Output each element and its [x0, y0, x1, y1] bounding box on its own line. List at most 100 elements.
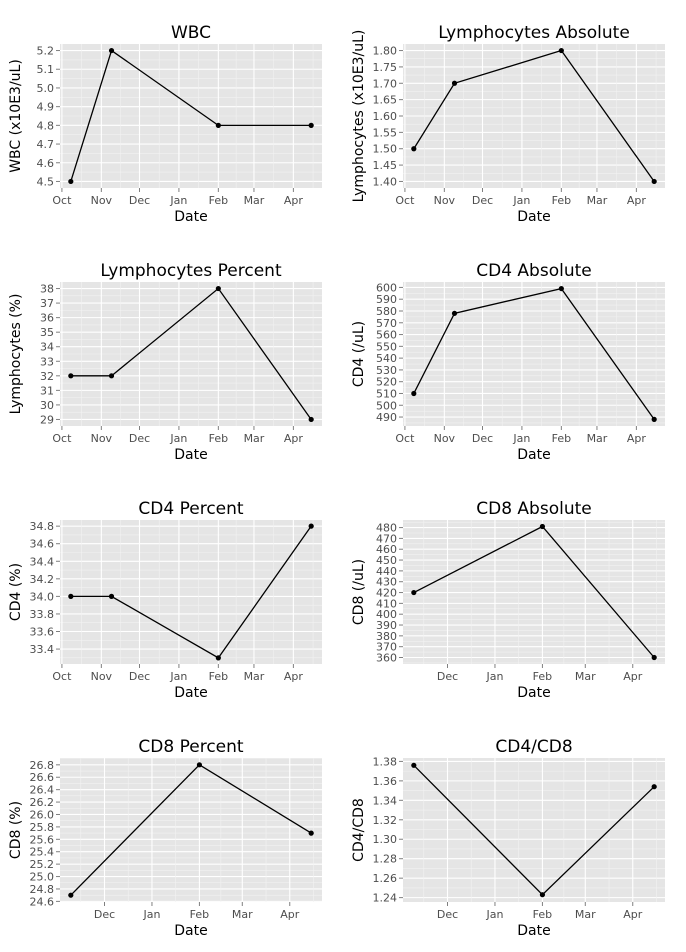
y-tick-label: 4.5	[37, 175, 55, 188]
data-point	[651, 416, 657, 423]
y-tick-label: 4.8	[37, 119, 55, 132]
y-tick-label: 34.0	[30, 590, 55, 603]
x-tick-label: Jan	[485, 908, 503, 921]
data-point	[215, 285, 221, 292]
x-tick-label: Apr	[627, 194, 647, 207]
y-tick-label: 32	[40, 370, 54, 383]
x-tick-label: Nov	[91, 194, 113, 207]
y-tick-label: 33	[40, 355, 54, 368]
series-line	[70, 287, 312, 420]
y-tick-label: 25.0	[30, 871, 55, 884]
x-tick-label: Oct	[52, 194, 72, 207]
data-point	[558, 285, 564, 292]
series-line	[413, 287, 655, 420]
x-tick-label: Apr	[627, 432, 647, 445]
data-point	[215, 122, 221, 128]
x-axis-label: Date	[174, 685, 207, 701]
x-tick-label: Nov	[91, 432, 113, 445]
x-tick-label: Feb	[209, 432, 228, 445]
y-tick-label: 1.32	[373, 814, 398, 827]
x-tick-label: Dec	[472, 194, 493, 207]
y-tick-label: 4.9	[37, 101, 55, 114]
x-tick-label: Jan	[512, 194, 530, 207]
y-tick-label: 480	[376, 522, 397, 535]
plot-background	[60, 758, 322, 902]
x-axis-label: Date	[174, 923, 207, 939]
x-axis-label: Date	[517, 447, 550, 463]
chart-title: CD4 Percent	[138, 499, 243, 519]
data-point	[308, 830, 314, 836]
y-tick-label: 1.28	[373, 853, 398, 866]
x-tick-label: Jan	[169, 670, 187, 683]
x-tick-label: Apr	[623, 908, 643, 921]
y-tick-label: 1.70	[373, 77, 398, 90]
y-tick-label: 34.6	[30, 538, 55, 551]
x-axis-label: Date	[174, 209, 207, 225]
y-tick-label: 600	[376, 281, 397, 294]
series-line	[413, 49, 655, 182]
x-tick-label: Apr	[280, 908, 300, 921]
y-tick-label: 500	[376, 399, 397, 412]
y-tick-label: 1.60	[373, 110, 398, 123]
x-tick-label: Apr	[284, 194, 304, 207]
y-tick-label: 570	[376, 317, 397, 330]
y-tick-label: 36	[40, 312, 54, 325]
data-point	[411, 390, 417, 397]
x-tick-label: Mar	[575, 670, 596, 683]
y-tick-label: 33.8	[30, 608, 55, 621]
y-tick-label: 590	[376, 293, 397, 306]
x-tick-label: Jan	[512, 432, 530, 445]
x-tick-label: Oct	[52, 670, 72, 683]
x-tick-label: Mar	[244, 670, 265, 683]
x-tick-label: Mar	[575, 908, 596, 921]
y-tick-label: 34	[40, 341, 54, 354]
y-tick-label: 440	[376, 565, 397, 578]
data-point	[308, 416, 314, 423]
x-tick-label: Dec	[129, 432, 150, 445]
data-point	[68, 593, 74, 599]
data-point	[196, 762, 203, 768]
y-tick-label: 390	[376, 619, 397, 632]
y-axis-label: WBC (x10E3/uL)	[8, 59, 24, 173]
chart-panel-7: 24.624.825.025.225.425.625.826.026.226.4…	[8, 737, 322, 939]
y-tick-label: 430	[376, 576, 397, 589]
y-tick-label: 24.6	[30, 895, 55, 908]
data-point	[451, 310, 458, 316]
x-tick-label: Feb	[533, 670, 552, 683]
y-tick-label: 1.34	[373, 794, 398, 807]
x-tick-label: Oct	[395, 432, 415, 445]
y-tick-label: 520	[376, 376, 397, 389]
y-tick-label: 4.7	[37, 138, 55, 151]
y-tick-label: 5.0	[37, 82, 55, 95]
x-tick-label: Dec	[129, 670, 150, 683]
y-tick-label: 29	[40, 413, 54, 426]
y-tick-label: 25.2	[30, 858, 55, 871]
data-point	[411, 762, 417, 768]
chart-panel-1: 4.5 4.6 4.7 4.8 4.9 5.0 5.1 5.2 Oct Nov Dec Jan Feb M…	[8, 23, 322, 225]
y-tick-label: 33.6	[30, 626, 55, 639]
data-point	[451, 80, 458, 86]
data-point	[108, 373, 115, 379]
data-point	[108, 47, 115, 54]
y-tick-label: 490	[376, 411, 397, 424]
x-tick-label: Mar	[587, 432, 608, 445]
y-tick-label: 34.8	[30, 520, 55, 533]
y-tick-label: 400	[376, 608, 397, 621]
y-tick-label: 510	[376, 387, 397, 400]
x-tick-label: Mar	[244, 432, 265, 445]
y-tick-label: 25.4	[30, 846, 55, 859]
x-axis-label: Date	[174, 447, 207, 463]
x-tick-label: Feb	[190, 908, 209, 921]
series-line	[70, 49, 312, 182]
y-tick-label: 26.0	[30, 808, 55, 821]
data-point	[411, 589, 417, 596]
x-tick-label: Dec	[437, 908, 458, 921]
x-axis-label: Date	[517, 923, 550, 939]
y-tick-label: 1.55	[373, 126, 398, 139]
y-tick-label: 1.50	[373, 143, 398, 156]
x-tick-label: Nov	[434, 432, 456, 445]
x-tick-label: Dec	[94, 908, 115, 921]
y-tick-label: 380	[376, 630, 397, 643]
x-tick-label: Jan	[485, 670, 503, 683]
